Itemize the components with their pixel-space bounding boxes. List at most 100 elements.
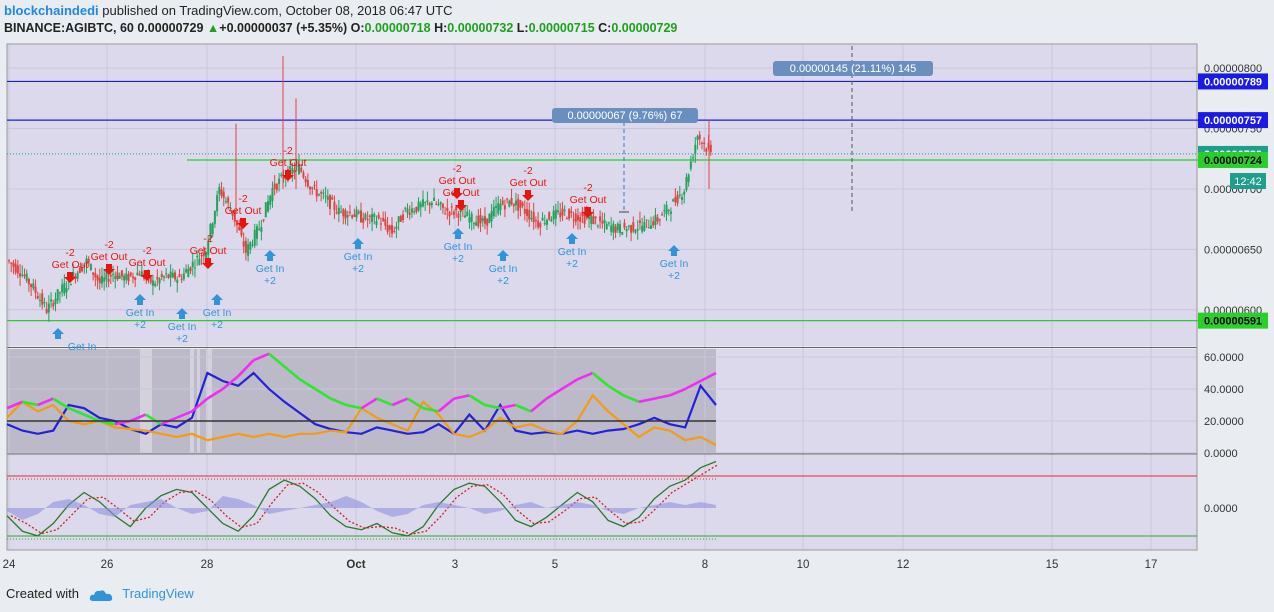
buy-arrow-icon — [497, 250, 509, 261]
candle-body — [107, 279, 110, 282]
chart-border — [6, 43, 1198, 551]
candle-body — [683, 191, 686, 195]
oscillator-trend-segment — [591, 371, 609, 387]
buy-signal-qty: +2 — [211, 319, 223, 331]
oscillator-trend-segment — [453, 394, 470, 400]
tradingview-brand[interactable]: TradingView — [122, 586, 194, 601]
oscillator-trend-segment — [376, 397, 393, 407]
candle-body — [116, 272, 119, 280]
candle-body — [669, 211, 672, 214]
candle-body — [652, 221, 655, 226]
stochastic-panel — [7, 455, 1197, 550]
candle-body — [698, 134, 701, 140]
oscillator-trend-segment — [484, 403, 501, 410]
sell-arrow-icon — [282, 170, 294, 181]
sell-signal-qty: -2 — [203, 233, 212, 245]
buy-signal-label: Get In — [203, 307, 232, 319]
candle-body — [331, 197, 334, 200]
author-name[interactable]: blockchaindedi — [4, 3, 99, 18]
candle-body — [78, 267, 81, 274]
candle-body — [218, 186, 221, 195]
sell-arrow-icon — [455, 200, 467, 211]
candle-body — [616, 223, 619, 231]
x-tick-label: 26 — [101, 559, 114, 571]
candle-body — [282, 177, 285, 180]
candle-body — [687, 174, 690, 182]
candle-body — [69, 284, 72, 286]
buy-arrow-icon — [452, 228, 464, 239]
candle-body — [366, 219, 369, 221]
buy-signal-label: Get In — [660, 258, 689, 270]
sell-signal-label: Get Out — [52, 259, 89, 271]
candle-body — [169, 271, 172, 278]
oscillator-trend-segment — [437, 397, 455, 413]
measure-label-2-box — [552, 108, 698, 123]
oscillator-trend-segment — [561, 378, 578, 391]
candle-body — [100, 275, 103, 284]
candle-body — [481, 218, 484, 222]
candle-body — [63, 282, 66, 294]
y-tick-label: 60.0000 — [1204, 352, 1244, 364]
candle-body — [14, 263, 17, 273]
candle-body — [479, 215, 482, 224]
candle-body — [570, 211, 573, 213]
candle-body — [605, 224, 608, 229]
candle-body — [689, 161, 692, 169]
candle-body — [231, 210, 234, 216]
candle-body — [526, 209, 529, 216]
oscillator-trend-segment — [299, 378, 316, 391]
candle-body — [512, 203, 515, 207]
sell-signal-qty: -2 — [452, 163, 461, 175]
price-axis-label: 0.00000757 — [1204, 115, 1262, 127]
candle-body — [371, 213, 374, 222]
sell-signal-qty: -2 — [142, 245, 151, 257]
price-axis-label-box — [1198, 151, 1268, 168]
candle-body — [576, 215, 579, 221]
candle-body — [351, 215, 354, 218]
oscillator-trend-segment — [191, 397, 209, 413]
candle-body — [625, 229, 628, 232]
buy-signal-qty: +2 — [668, 270, 680, 282]
buy-signal-qty: +2 — [176, 333, 188, 345]
oscillator-trend-segment — [37, 397, 54, 407]
candle-body — [461, 208, 464, 210]
oscillator-trend-segment — [576, 371, 594, 381]
candle-body — [269, 195, 272, 205]
candle-body — [216, 195, 219, 212]
publish-line: blockchaindedi published on TradingView.… — [4, 3, 453, 18]
low-label: L: — [516, 21, 529, 35]
oscillator-band — [206, 349, 212, 453]
candle-body — [92, 272, 95, 275]
ohlc-line: BINANCE:AGIBTC, 60 0.00000729 ▲+0.000000… — [4, 21, 677, 35]
candle-body — [187, 268, 190, 278]
candle-body — [222, 191, 225, 198]
candle-body — [12, 262, 15, 267]
candle-body — [495, 205, 498, 208]
candle-body — [457, 213, 460, 218]
candle-body — [592, 216, 595, 225]
candle-body — [514, 200, 517, 206]
sell-signal-qty: -2 — [583, 182, 592, 194]
candle-body — [486, 218, 489, 226]
candle-body — [417, 201, 420, 211]
buy-arrow-icon — [176, 308, 188, 319]
candle-body — [539, 222, 542, 228]
oscillator-trend-segment — [699, 371, 717, 383]
candle-body — [174, 272, 177, 280]
candle-body — [355, 209, 358, 218]
candle-body — [397, 216, 400, 223]
oscillator-band — [190, 349, 194, 453]
candle-body — [421, 199, 424, 207]
candle-body — [694, 144, 697, 154]
candle-body — [590, 215, 593, 224]
sell-signal-qty: -2 — [283, 145, 292, 157]
candle-body — [36, 296, 39, 299]
candle-body — [490, 211, 493, 222]
candle-body — [275, 184, 278, 190]
sell-signal-qty: -2 — [238, 193, 247, 205]
candle-body — [324, 195, 327, 197]
candle-body — [410, 208, 413, 213]
candle-body — [430, 202, 433, 206]
candle-body — [437, 203, 440, 205]
